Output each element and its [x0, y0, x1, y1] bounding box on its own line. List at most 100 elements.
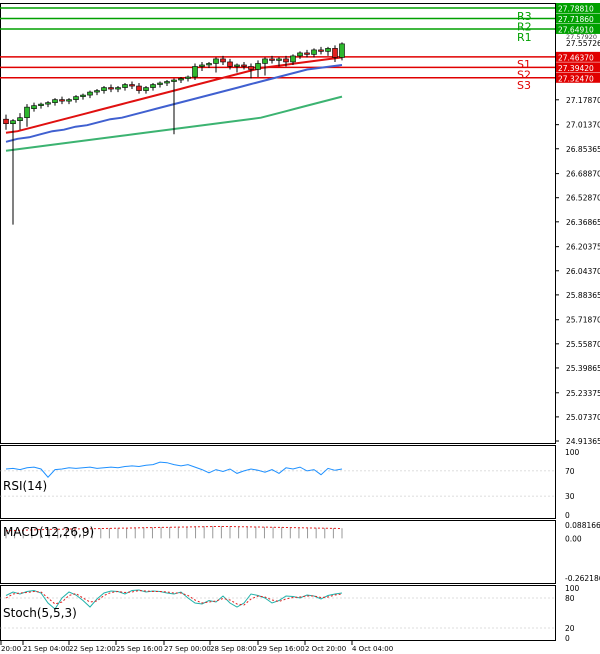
candle [234, 63, 240, 73]
rsi-panel-frame [0, 445, 556, 519]
candle [157, 81, 163, 88]
level-price-box [556, 62, 600, 73]
rsi-title: RSI(14) [3, 479, 47, 493]
candle [297, 51, 303, 59]
rsi-line [5, 461, 343, 478]
candle-down-body [227, 61, 233, 67]
candle-up-body [171, 79, 177, 82]
y-tick-label: 27.01370 [566, 121, 600, 130]
candle [17, 113, 23, 130]
candle-up-body [192, 66, 198, 78]
level-price-label: 27.64910 [558, 25, 594, 34]
x-tick-label: 20:00 [1, 645, 21, 653]
candle [213, 57, 219, 73]
candle-up-body [66, 99, 72, 102]
macd-tick-label: -0.262186 [565, 574, 600, 583]
candle-up-body [17, 117, 23, 121]
rsi-tick-label: 100 [565, 448, 580, 457]
y-tick-label: 25.39865 [566, 364, 600, 373]
candle [150, 83, 156, 91]
y-tick-label: 26.68870 [566, 170, 600, 179]
candle-down-body [108, 87, 114, 90]
candle [171, 78, 177, 135]
candle-up-body [262, 58, 268, 64]
main-panel-frame [0, 3, 556, 444]
candle-down-body [248, 66, 254, 70]
candle-up-body [73, 96, 79, 100]
level-price-label: 27.71860 [558, 15, 594, 24]
candle [290, 54, 296, 65]
candle [59, 96, 65, 105]
candle-up-body [255, 63, 261, 70]
candle-up-body [115, 87, 121, 90]
candle [248, 63, 254, 79]
candle [73, 95, 79, 103]
candle [38, 102, 44, 109]
y-tick-label: 26.04370 [566, 267, 600, 276]
x-tick-label: 25 Sep 16:00 [116, 645, 163, 653]
candle-down-body [269, 58, 275, 61]
level-price-box [556, 72, 600, 83]
y-tick-label: 25.55870 [566, 340, 600, 349]
candle [241, 61, 247, 70]
candle-up-body [199, 64, 205, 67]
rsi-tick-label: 30 [565, 492, 575, 501]
candle-up-body [94, 90, 100, 93]
level-name-r3: R3 [517, 10, 532, 23]
candle [185, 75, 191, 82]
macd-tick-label: 0.088166 [565, 521, 600, 530]
candle-up-body [290, 55, 296, 63]
candle [339, 42, 345, 61]
candle-up-body [101, 87, 107, 91]
level-name-r1: R1 [517, 31, 532, 44]
candle [269, 55, 275, 64]
candle [262, 57, 268, 76]
macd-panel-frame [0, 520, 556, 584]
y-tick-label: 25.07370 [566, 413, 600, 422]
macd-signal-line [5, 526, 343, 532]
candle-down-body [318, 49, 324, 52]
x-tick-label: 2 Oct 20:00 [305, 645, 346, 653]
candle [108, 84, 114, 93]
candle-down-body [241, 64, 247, 67]
x-tick-label: 29 Sep 16:00 [258, 645, 305, 653]
candle [101, 86, 107, 94]
candle [255, 60, 261, 78]
x-tick-label: 27 Sep 00:00 [164, 645, 211, 653]
candle-up-body [276, 58, 282, 61]
x-tick-label: 4 Oct 04:00 [352, 645, 393, 653]
candle-up-body [185, 76, 191, 79]
level-price-box [556, 3, 600, 13]
stoch-tick-label: 80 [565, 594, 575, 603]
stoch-tick-label: 20 [565, 624, 575, 633]
stoch-tick-label: 100 [565, 584, 580, 593]
candle [318, 46, 324, 55]
stoch-panel-frame [0, 585, 556, 641]
y-tick-label: 24.91365 [566, 437, 600, 446]
candle [332, 45, 338, 62]
candle [192, 63, 198, 81]
candle [94, 89, 100, 96]
x-tick-label: 28 Sep 08:00 [210, 645, 257, 653]
candle-up-body [297, 52, 303, 57]
level-name-s3: S3 [517, 79, 531, 92]
level-price-label: 27.78810 [558, 5, 594, 14]
candle [129, 81, 135, 90]
current-price-label: 27.55726 [566, 39, 600, 48]
candle-down-body [332, 48, 338, 58]
level-price-label: 27.39420 [558, 64, 594, 73]
candle-up-body [31, 105, 37, 109]
candle-up-body [213, 58, 219, 64]
stoch-d-line [5, 589, 343, 606]
candle [52, 98, 58, 106]
candle [143, 86, 149, 94]
stoch-title: Stoch(5,5,3) [3, 606, 77, 620]
candle-up-body [10, 120, 16, 125]
stoch-k-line [5, 589, 343, 610]
y-tick-label: 25.71870 [566, 316, 600, 325]
y-tick-label: 26.85365 [566, 145, 600, 154]
candle-down-body [304, 52, 310, 55]
rsi-tick-label: 70 [565, 467, 575, 476]
candle-up-body [143, 87, 149, 91]
